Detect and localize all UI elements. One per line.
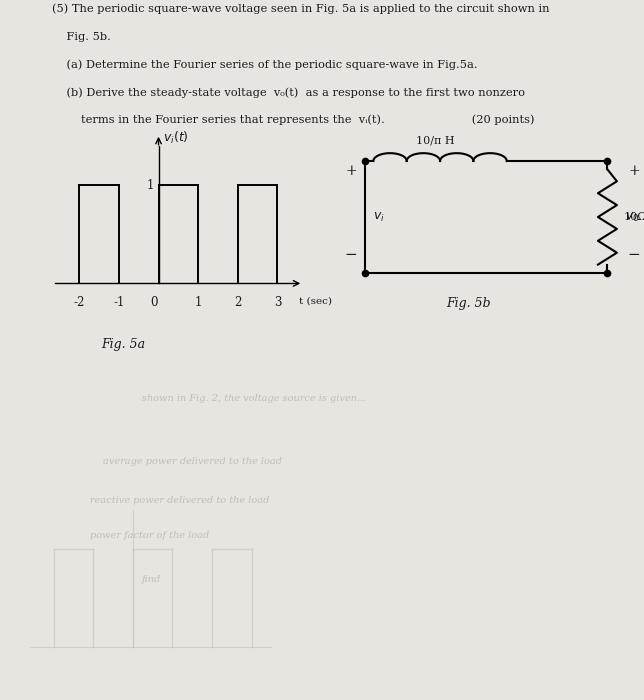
- Text: −: −: [345, 248, 357, 262]
- Text: terms in the Fourier series that represents the  vᵢ(t).                        (: terms in the Fourier series that represe…: [52, 115, 534, 125]
- Text: 2: 2: [234, 296, 242, 309]
- Text: 10/π H: 10/π H: [416, 136, 455, 146]
- Text: t (sec): t (sec): [299, 296, 332, 305]
- Text: +: +: [629, 164, 640, 178]
- Text: average power delivered to the load: average power delivered to the load: [103, 457, 282, 466]
- Text: 0: 0: [150, 296, 158, 309]
- Text: reactive power delivered to the load: reactive power delivered to the load: [90, 496, 270, 505]
- Text: Fig. 5b: Fig. 5b: [446, 297, 491, 309]
- Text: $v_i$: $v_i$: [374, 211, 385, 223]
- Text: +: +: [345, 164, 357, 178]
- Text: Fig. 5a: Fig. 5a: [102, 338, 146, 351]
- Text: Fig. 5b.: Fig. 5b.: [52, 32, 110, 41]
- Text: (5) The periodic square-wave voltage seen in Fig. 5a is applied to the circuit s: (5) The periodic square-wave voltage see…: [52, 4, 549, 14]
- Text: -2: -2: [73, 296, 85, 309]
- Text: 1: 1: [194, 296, 202, 309]
- Text: -1: -1: [113, 296, 124, 309]
- Text: shown in Fig. 2, the voltage source is given...: shown in Fig. 2, the voltage source is g…: [142, 394, 366, 403]
- Text: $v_0$: $v_0$: [625, 211, 639, 223]
- Text: −: −: [628, 248, 640, 262]
- Text: 10Ω: 10Ω: [623, 212, 644, 222]
- Text: power factor of the load: power factor of the load: [90, 531, 209, 540]
- Text: (a) Determine the Fourier series of the periodic square-wave in Fig.5a.: (a) Determine the Fourier series of the …: [52, 60, 477, 70]
- Text: $v_i(t)$: $v_i(t)$: [164, 130, 189, 146]
- Text: 1: 1: [146, 178, 154, 192]
- Text: find: find: [142, 575, 161, 584]
- Text: (b) Derive the steady-state voltage  v₀(t)  as a response to the first two nonze: (b) Derive the steady-state voltage v₀(t…: [52, 87, 524, 97]
- Text: 3: 3: [274, 296, 281, 309]
